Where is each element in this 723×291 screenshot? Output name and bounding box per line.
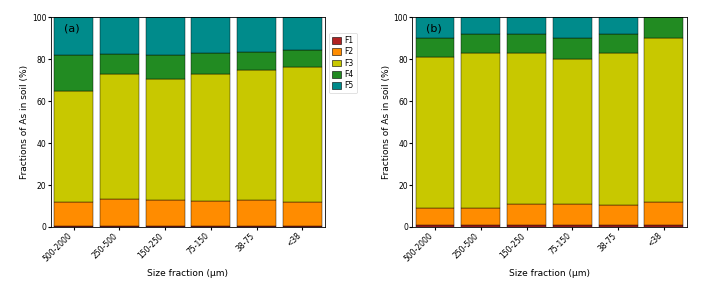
Bar [416,225,455,227]
Bar [100,17,139,54]
Bar [192,74,231,201]
Bar [237,226,276,227]
Legend: F1, F2, F3, F4, F5: F1, F2, F3, F4, F5 [329,33,356,93]
Bar [461,225,500,227]
Bar [553,204,592,225]
Bar [461,34,500,53]
Bar [599,205,638,225]
Bar [461,53,500,208]
Bar [599,34,638,53]
Bar [553,38,592,59]
Bar [553,225,592,227]
Bar [283,202,322,226]
Bar [507,53,546,204]
Bar [237,70,276,200]
Bar [145,226,184,227]
Bar [100,226,139,227]
Bar [145,55,184,79]
Text: (b): (b) [426,24,442,34]
Bar [54,91,93,202]
Bar [54,202,93,226]
Bar [644,17,683,38]
Bar [599,225,638,227]
Text: (a): (a) [64,24,80,34]
Bar [283,50,322,67]
Bar [237,52,276,70]
Bar [145,17,184,55]
Bar [507,34,546,53]
Bar [100,74,139,199]
Bar [237,200,276,226]
Y-axis label: Fractions of As in soil (%): Fractions of As in soil (%) [20,65,29,179]
Y-axis label: Fractions of As in soil (%): Fractions of As in soil (%) [382,65,390,179]
Bar [283,226,322,227]
Bar [192,201,231,226]
Bar [145,79,184,200]
Bar [461,208,500,225]
Bar [237,17,276,52]
Bar [416,38,455,57]
Bar [553,17,592,38]
Bar [192,53,231,74]
Bar [283,67,322,202]
Bar [192,17,231,53]
Bar [416,17,455,38]
X-axis label: Size fraction (μm): Size fraction (μm) [509,269,590,278]
Bar [416,57,455,208]
Bar [507,17,546,34]
Bar [507,204,546,225]
Bar [192,226,231,227]
Bar [644,225,683,227]
X-axis label: Size fraction (μm): Size fraction (μm) [147,269,228,278]
Bar [145,200,184,226]
Bar [54,17,93,55]
Bar [54,55,93,91]
Bar [599,17,638,34]
Bar [283,17,322,50]
Bar [644,38,683,202]
Bar [507,225,546,227]
Bar [100,199,139,226]
Bar [100,54,139,74]
Bar [416,208,455,225]
Bar [599,53,638,205]
Bar [553,59,592,204]
Bar [644,202,683,225]
Bar [54,226,93,227]
Bar [461,17,500,34]
